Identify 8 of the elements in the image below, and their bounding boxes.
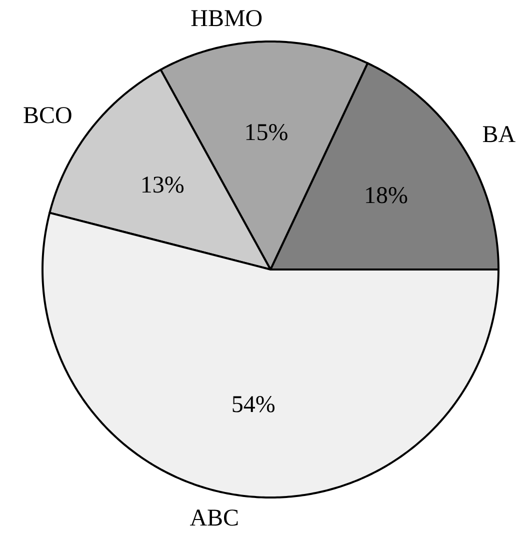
slice-label: HBMO [190, 6, 263, 32]
slice-label: ABC [190, 505, 240, 532]
slice-label: BCO [22, 102, 72, 129]
data-label: 15% [244, 120, 288, 146]
data-label: 18% [364, 183, 408, 210]
slice-label: BA [482, 122, 516, 148]
data-label: 54% [231, 392, 276, 418]
data-label: 13% [140, 172, 184, 199]
